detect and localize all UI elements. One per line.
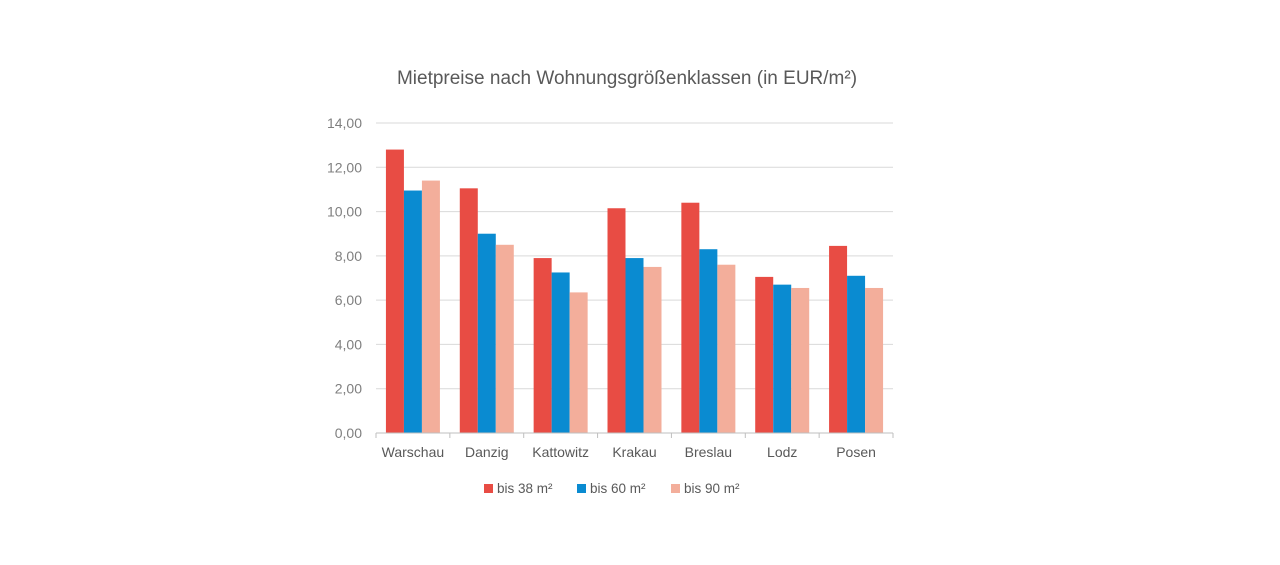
- x-tick-label: Kattowitz: [532, 444, 589, 460]
- bar: [681, 202, 700, 433]
- x-tick-label: Breslau: [685, 444, 732, 460]
- bar: [699, 249, 718, 433]
- bar: [495, 244, 514, 433]
- x-axis: [375, 432, 894, 438]
- bar: [607, 208, 626, 433]
- bar: [755, 276, 774, 433]
- bar: [625, 258, 644, 433]
- bar: [421, 180, 440, 433]
- x-axis-labels: Warschau Danzig Kattowitz Krakau Breslau Lodz…: [382, 444, 876, 460]
- bar: [403, 190, 422, 433]
- x-tick-label: Posen: [836, 444, 876, 460]
- bar: [829, 245, 848, 433]
- bar: [385, 149, 404, 434]
- legend-label: bis 90 m²: [684, 481, 740, 496]
- bar: [551, 272, 570, 433]
- legend-swatch: [671, 484, 680, 493]
- legend-swatch: [484, 484, 493, 493]
- x-tick-label: Krakau: [612, 444, 656, 460]
- x-tick-label: Warschau: [382, 444, 445, 460]
- y-tick-label: 14,00: [327, 115, 362, 131]
- bar: [847, 275, 866, 433]
- chart-title: Mietpreise nach Wohnungsgrößenklassen (i…: [397, 68, 857, 89]
- bars: [385, 149, 884, 434]
- bar: [459, 188, 478, 433]
- x-tick-label: Lodz: [767, 444, 797, 460]
- bar: [643, 266, 662, 433]
- legend: bis 38 m² bis 60 m² bis 90 m²: [484, 481, 740, 496]
- legend-label: bis 60 m²: [590, 481, 646, 496]
- bar: [569, 292, 588, 433]
- legend-swatch: [577, 484, 586, 493]
- bar: [865, 287, 884, 433]
- x-tick-label: Danzig: [465, 444, 509, 460]
- y-tick-label: 4,00: [335, 336, 362, 352]
- bar: [773, 284, 792, 433]
- bar: [477, 233, 496, 433]
- legend-label: bis 38 m²: [497, 481, 553, 496]
- bar: [533, 258, 552, 433]
- bar: [717, 264, 736, 433]
- y-tick-label: 10,00: [327, 204, 362, 220]
- y-tick-label: 12,00: [327, 159, 362, 175]
- y-axis-ticks: 0,00 2,00 4,00 6,00 8,00 10,00 12,00 14,00: [327, 115, 362, 441]
- y-tick-label: 8,00: [335, 248, 362, 264]
- y-tick-label: 6,00: [335, 292, 362, 308]
- y-tick-label: 0,00: [335, 425, 362, 441]
- y-tick-label: 2,00: [335, 381, 362, 397]
- bar: [791, 287, 810, 433]
